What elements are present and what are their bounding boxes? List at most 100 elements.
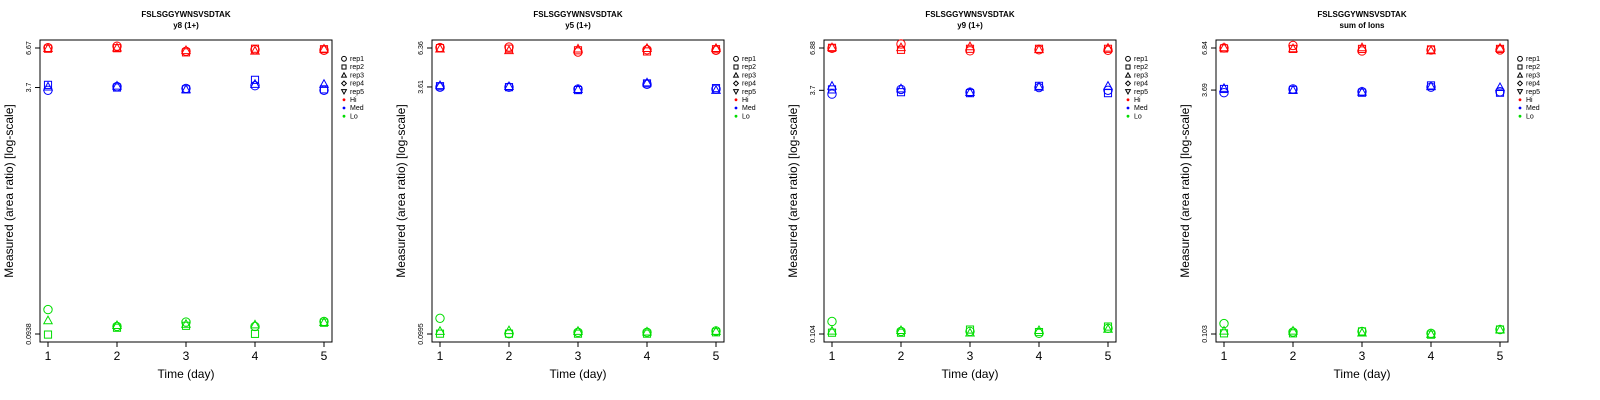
x-axis-label: Time (day) [942,367,999,381]
x-tick-label: 1 [45,349,52,363]
legend-label: Hi [1526,97,1533,104]
data-point-rep2 [504,83,514,92]
legend-symbol-rep3 [1124,71,1132,78]
legend-symbol-rep1 [341,55,347,62]
series-lo [42,304,330,339]
x-tick-label: 1 [829,349,836,363]
data-point-rep3 [434,80,446,90]
legend-label: rep1 [1526,56,1540,63]
legend-symbol-rep3 [1516,71,1524,78]
legend-label: Lo [350,113,358,120]
data-point-rep3 [180,84,192,94]
x-tick-label: 2 [506,349,513,363]
legend-label: rep3 [350,72,364,79]
data-point-rep3 [1356,327,1368,337]
data-point-rep3 [1218,82,1230,92]
x-tick-label: 3 [967,349,974,363]
data-point-rep3 [1425,45,1437,55]
data-point-rep2 [1357,88,1367,97]
data-point-rep2 [1288,44,1298,53]
data-point-rep3 [180,318,192,328]
legend-symbol-rep4 [732,80,740,87]
data-point-rep3 [826,80,838,90]
series-hi [42,41,330,57]
chart-title: FSLSGGYWNSVSDTAK [141,10,230,19]
data-point-rep3 [1218,325,1230,335]
data-point-rep3 [249,78,261,88]
data-point-rep3 [964,41,976,51]
x-tick-label: 1 [437,349,444,363]
chart-title: FSLSGGYWNSVSDTAK [1317,10,1406,19]
data-point-rep2 [642,79,652,88]
data-point-rep2 [827,43,837,52]
data-point-rep3 [572,43,584,53]
data-point-rep3 [964,86,976,97]
data-point-rep3 [1494,324,1506,334]
series-hi [826,39,1114,56]
data-point-rep3 [895,83,907,93]
legend-label: Lo [1526,113,1534,120]
legend-dot-med [734,106,738,110]
data-point-rep3 [1033,81,1045,91]
data-point-rep2 [250,75,260,84]
chart-subtitle: y5 (1+) [565,21,591,30]
legend-symbol-rep4 [1124,80,1132,87]
y-tick-label: 6.36 [418,41,425,55]
legend-symbol-rep5 [340,89,348,96]
chart-subtitle: y8 (1+) [173,21,199,30]
data-point-rep2 [319,45,329,54]
series-med [826,80,1114,99]
legend-label: rep5 [1526,89,1540,96]
data-point-rep2 [250,329,260,338]
data-point-rep3 [895,324,907,335]
data-point-rep3 [1356,86,1368,96]
data-point-rep3 [1287,325,1299,335]
data-point-rep3 [710,84,722,94]
y-tick-label: 3.61 [418,80,425,94]
data-point-rep3 [1102,42,1114,52]
legend-label: Med [1134,105,1148,112]
series-med [42,75,330,95]
legend-dot-lo [342,114,346,118]
data-point-rep3 [1425,81,1437,91]
data-point-rep2 [250,44,260,53]
legend-label: rep4 [1134,81,1148,88]
series-med [434,77,722,95]
y-tick-label: 6.88 [810,41,817,55]
data-point-rep2 [1219,84,1229,94]
legend-label: rep3 [742,72,756,79]
data-point-rep2 [711,84,721,93]
legend-symbol-rep2 [1125,64,1131,70]
data-point-rep3 [111,80,123,90]
data-point-rep3 [318,43,330,53]
data-point-rep3 [572,83,584,93]
data-point-rep2 [319,85,329,94]
legend-dot-hi [1126,98,1130,102]
data-point-rep1 [827,316,837,327]
data-point-rep1 [1288,327,1298,337]
chart-subtitle: y9 (1+) [957,21,983,30]
legend-label: Lo [1134,113,1142,120]
data-point-rep3 [1494,81,1506,92]
x-tick-label: 3 [575,349,582,363]
y-axis-label: Measured (area ratio) [log-scale] [1178,104,1192,277]
data-point-rep1 [250,81,260,91]
data-point-rep1 [1288,40,1298,51]
data-point-rep3 [318,78,330,88]
legend-label: rep1 [742,56,756,63]
legend-symbol-rep2 [733,64,739,70]
y-axis-label: Measured (area ratio) [log-scale] [786,104,800,277]
series-lo [826,316,1114,339]
data-point-rep2 [965,325,975,334]
legend-symbol-rep1 [1517,55,1523,62]
x-tick-label: 2 [898,349,905,363]
series-lo [1218,318,1506,339]
legend-symbol-rep5 [1516,89,1524,96]
x-tick-label: 5 [713,349,720,363]
data-point-rep2 [43,44,53,53]
data-point-rep2 [43,80,53,89]
data-point-rep2 [965,89,975,98]
legend-symbol-rep1 [1125,55,1131,62]
legend-label: Med [1526,105,1540,112]
x-tick-label: 3 [183,349,190,363]
